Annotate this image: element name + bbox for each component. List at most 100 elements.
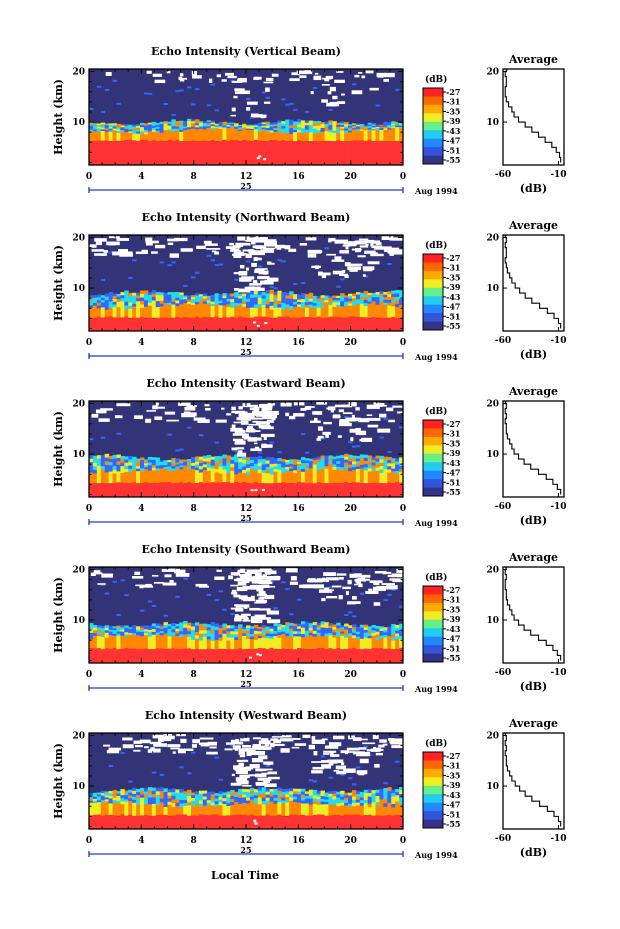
data-gap: [327, 91, 332, 95]
data-gap: [364, 252, 378, 254]
heatmap-cell: [238, 800, 243, 805]
heatmap-cell: [348, 795, 353, 799]
data-gap: [264, 414, 270, 417]
heatmap-cell: [136, 483, 141, 497]
heatmap-cell: [155, 630, 161, 633]
heatmap-cell: [116, 468, 121, 472]
heatmap-cell: [163, 630, 168, 635]
heatmap-cell: [395, 130, 400, 142]
data-gap: [100, 408, 114, 411]
data-gap: [265, 77, 274, 82]
heatmap-cell: [344, 301, 349, 305]
heatmap-cell: [387, 795, 392, 800]
heatmap-cell: [132, 799, 137, 804]
data-gap: [229, 242, 235, 246]
heatmap-cell: [273, 803, 278, 816]
heatmap-cell: [214, 441, 220, 444]
heatmap-cell: [183, 627, 188, 632]
heatmap-cell: [367, 803, 373, 808]
heatmap-cell: [191, 798, 196, 802]
data-gap: [247, 767, 251, 771]
heatmap-cell: [183, 461, 188, 465]
data-gap: [253, 408, 259, 412]
heatmap-cell: [238, 472, 243, 484]
heatmap-cell: [320, 455, 325, 459]
heatmap-cell: [246, 304, 251, 309]
heatmap-cell: [261, 141, 267, 165]
heatmap-cell: [273, 301, 278, 306]
colorbar-swatch: [423, 653, 443, 663]
heatmap-cell: [383, 456, 388, 461]
heatmap-cell: [124, 625, 129, 629]
heatmap-cell: [108, 304, 114, 309]
heatmap-cell: [167, 804, 172, 816]
heatmap-cell: [238, 461, 243, 466]
data-gap: [235, 447, 245, 450]
heatmap-cell: [351, 624, 357, 628]
heatmap-cell: [371, 627, 377, 631]
heatmap-cell: [163, 123, 168, 127]
heatmap-cell: [159, 132, 165, 142]
heatmap-cell: [265, 297, 271, 302]
heatmap-cell: [320, 793, 325, 797]
heatmap-cell: [96, 629, 102, 633]
heatmap-cell: [277, 482, 282, 497]
heatmap-cell: [104, 293, 110, 298]
heatmap-cell: [285, 298, 290, 302]
heatmap-cell: [132, 130, 137, 133]
heatmap-cell: [171, 468, 176, 472]
heatmap-cell: [324, 317, 329, 331]
heatmap-cell: [226, 125, 231, 128]
heatmap-cell: [351, 806, 357, 816]
heatmap-cell: [297, 791, 302, 795]
heatmap-cell: [246, 308, 251, 318]
heatmap-cell: [194, 470, 200, 484]
heatmap-cell: [128, 132, 133, 142]
heatmap-cell: [359, 627, 365, 631]
heatmap-cell: [120, 141, 125, 165]
heatmap-cell: [383, 459, 388, 464]
heatmap-cell: [316, 303, 322, 306]
data-gap: [179, 748, 194, 751]
heatmap-cell: [194, 295, 200, 299]
heatmap-cell: [253, 457, 259, 461]
heatmap-cell: [214, 636, 220, 641]
heatmap-cell: [277, 793, 282, 797]
heatmap-cell: [277, 122, 282, 126]
heatmap-cell: [277, 469, 282, 473]
heatmap-cell: [281, 121, 286, 125]
heatmap-cell: [194, 456, 200, 460]
heatmap-cell: [238, 630, 243, 635]
data-gap: [209, 746, 217, 749]
heatmap-cell: [391, 293, 396, 298]
heatmap-cell: [285, 119, 290, 123]
heatmap-cell: [312, 636, 318, 650]
heatmap-cell: [159, 787, 165, 792]
data-gap: [377, 428, 391, 433]
heatmap-cell: [218, 459, 223, 464]
heatmap-cell: [344, 792, 349, 796]
heatmap-cell: [151, 604, 157, 607]
heatmap-cell: [128, 468, 133, 473]
heatmap-cell: [104, 795, 110, 798]
heatmap-cell: [391, 303, 396, 307]
heatmap-cell: [155, 128, 161, 132]
heatmap-cell: [155, 295, 161, 299]
colorbar-tick-label: -55: [446, 819, 460, 829]
data-gap: [289, 581, 298, 585]
heatmap-cell: [163, 303, 168, 307]
heatmap-cell: [116, 457, 121, 462]
data-gap: [370, 242, 374, 247]
heatmap-cell: [387, 798, 392, 804]
heatmap-cell: [218, 794, 223, 798]
heatmap-cell: [163, 627, 168, 632]
heatmap-cell: [214, 293, 220, 297]
heatmap-cell: [246, 625, 251, 629]
heatmap-cell: [269, 633, 274, 637]
heatmap-cell: [234, 634, 239, 638]
heatmap-cell: [320, 624, 325, 628]
heatmap-cell: [363, 789, 369, 794]
heatmap-cell: [316, 632, 322, 636]
x-tick-label: 8: [191, 172, 197, 182]
data-gap: [143, 746, 149, 749]
